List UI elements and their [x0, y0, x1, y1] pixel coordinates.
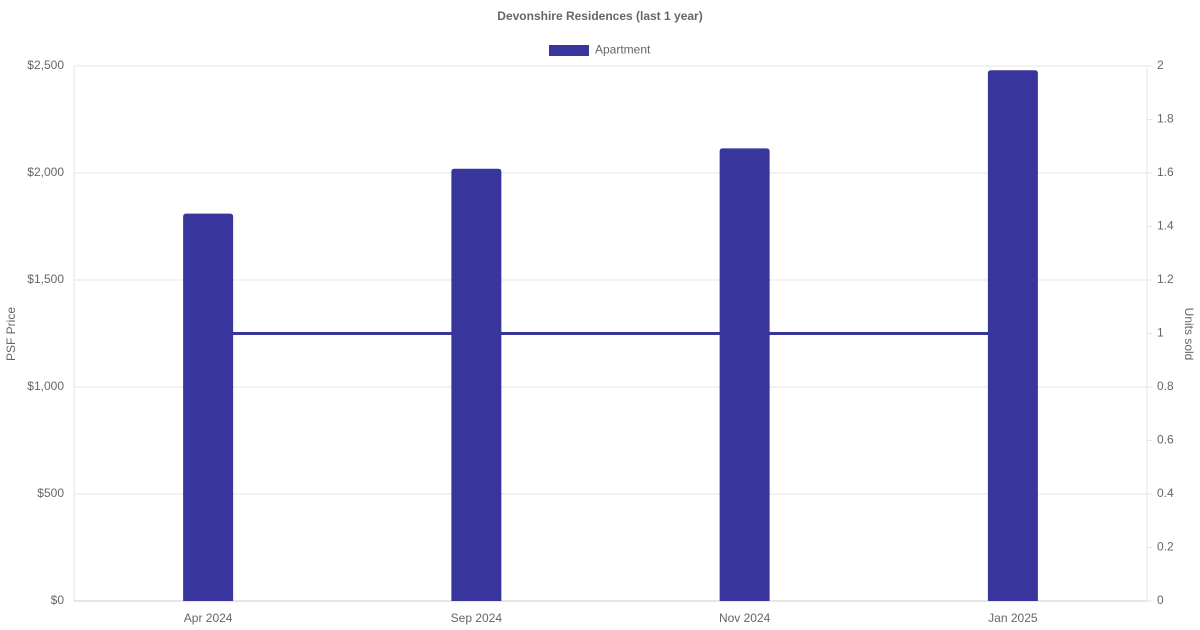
- bar: [451, 168, 502, 601]
- x-tick-label: Apr 2024: [184, 611, 233, 625]
- y-tick-label: $0: [51, 593, 65, 607]
- y2-tick-label: 1: [1157, 326, 1164, 340]
- bar: [987, 70, 1038, 601]
- y2-tick-label: 0.8: [1157, 379, 1174, 393]
- x-tick-label: Jan 2025: [988, 611, 1038, 625]
- bar: [719, 148, 770, 601]
- y2-tick-label: 1.6: [1157, 165, 1174, 179]
- y-axis-title: PSF Price: [4, 307, 18, 361]
- y-tick-label: $1,000: [27, 379, 64, 393]
- chart-title: Devonshire Residences (last 1 year): [497, 9, 702, 23]
- y2-tick-label: 0.2: [1157, 540, 1174, 554]
- legend-swatch: [549, 45, 589, 56]
- y-tick-label: $2,500: [27, 58, 64, 72]
- y-tick-label: $1,500: [27, 272, 64, 286]
- y2-tick-label: 1.8: [1157, 112, 1174, 126]
- y2-tick-label: 0.6: [1157, 433, 1174, 447]
- y2-tick-label: 2: [1157, 58, 1164, 72]
- x-tick-label: Sep 2024: [451, 611, 503, 625]
- y2-tick-label: 1.2: [1157, 272, 1174, 286]
- bar: [183, 213, 234, 601]
- y2-tick-label: 1.4: [1157, 219, 1174, 233]
- x-tick-label: Nov 2024: [719, 611, 771, 625]
- y2-axis-title: Units sold: [1182, 308, 1196, 361]
- legend-label: Apartment: [595, 43, 651, 57]
- y2-tick-label: 0: [1157, 593, 1164, 607]
- y-tick-label: $500: [37, 486, 64, 500]
- y-tick-label: $2,000: [27, 165, 64, 179]
- y2-tick-label: 0.4: [1157, 486, 1174, 500]
